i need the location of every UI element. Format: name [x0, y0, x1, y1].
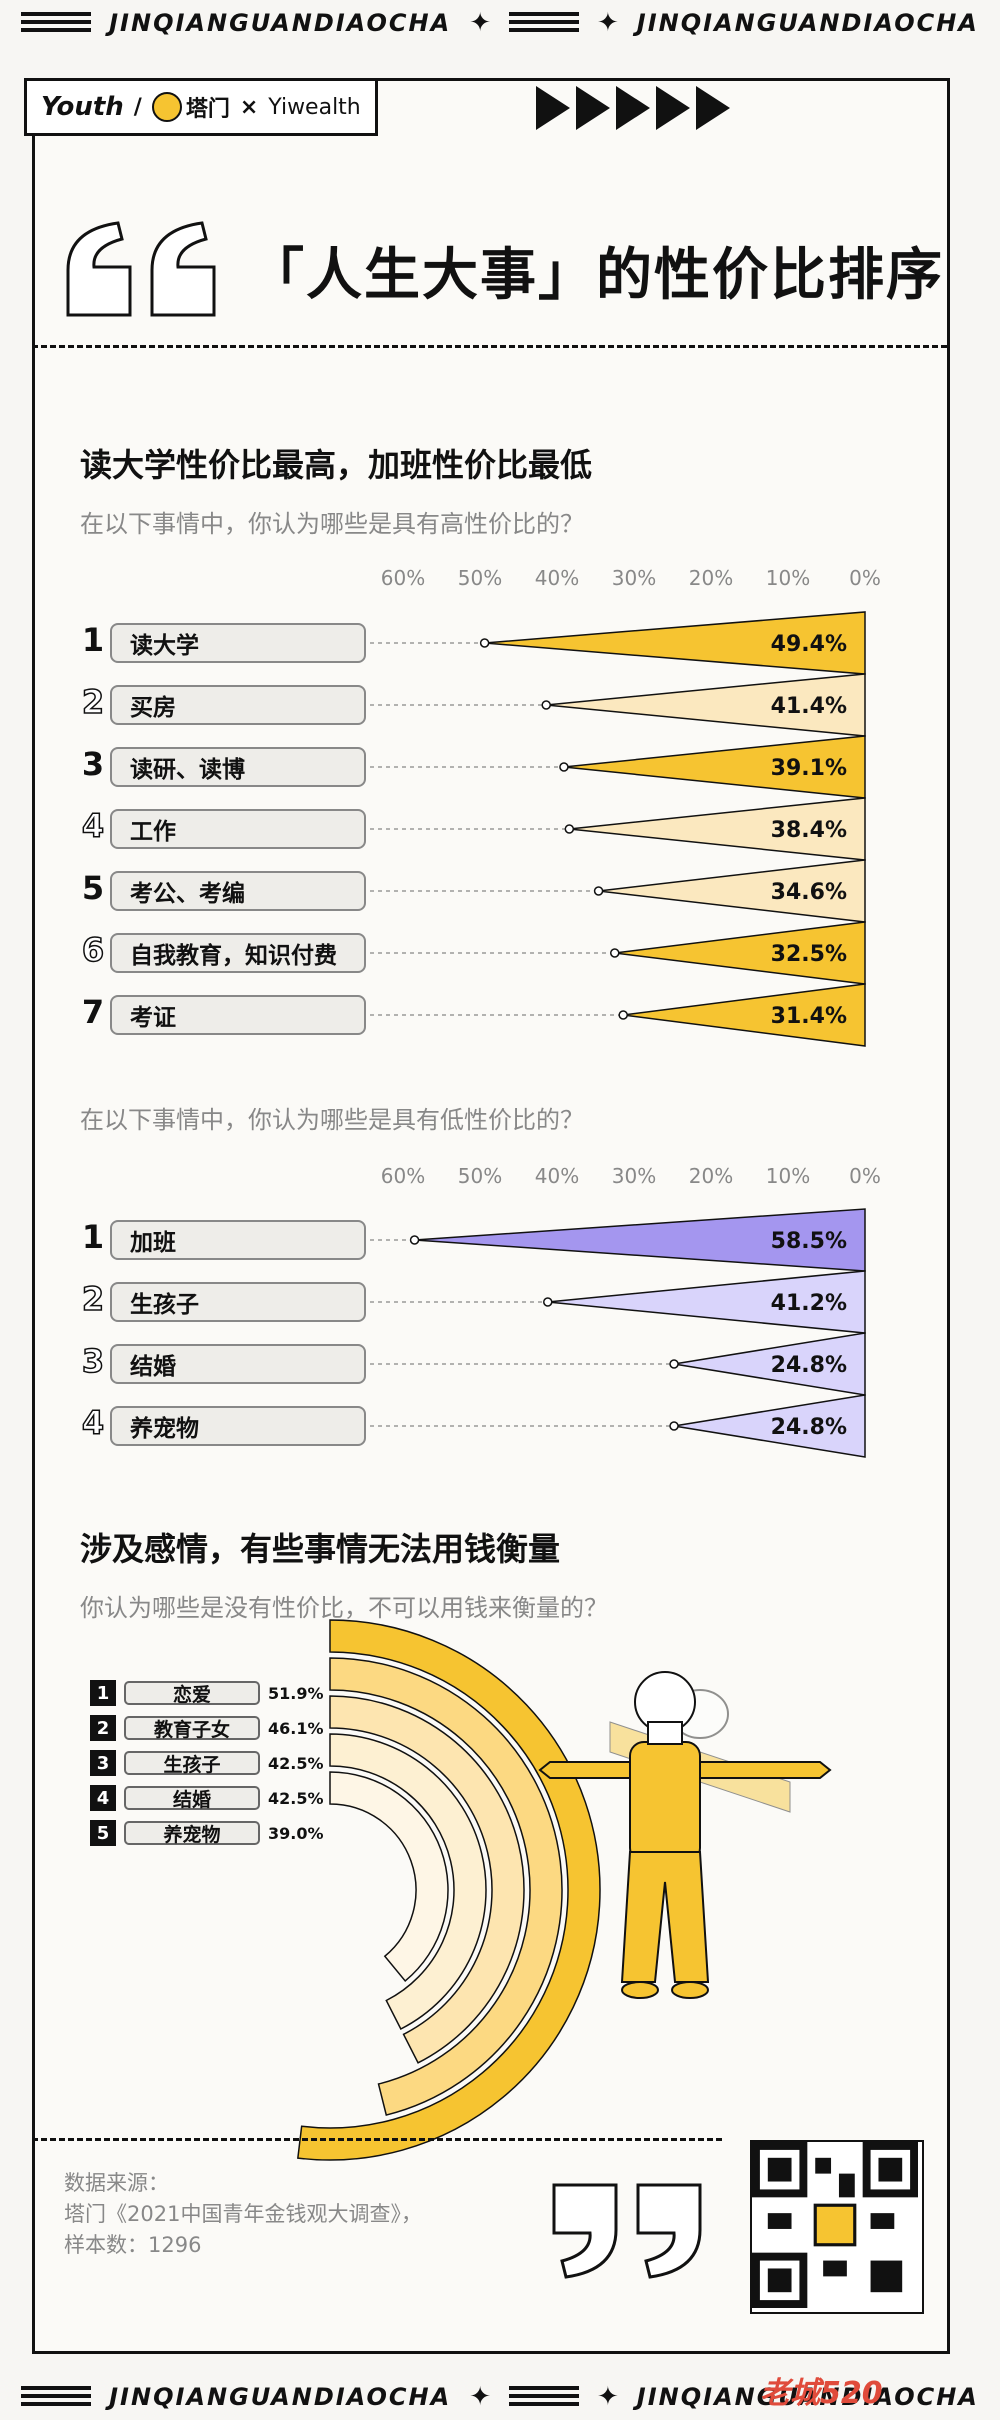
legend-rank: 5	[90, 1820, 116, 1846]
close-quote-icon	[552, 2183, 702, 2279]
axis-tick-label: 40%	[534, 1164, 580, 1188]
source-label: 数据来源：	[64, 2171, 169, 2195]
banner-text-right: JINQIANGUANDIAOCHA	[636, 9, 979, 37]
bottom-banner: JINQIANGUANDIAOCHA ✦ ✦ JINQIANGUANDIAOCH…	[0, 2374, 1000, 2420]
open-quote-icon	[66, 221, 216, 317]
legend-item: 3 生孩子 42.5%	[90, 1750, 328, 1776]
banner-text-left: JINQIANGUANDIAOCHA	[109, 2383, 452, 2411]
ta-men-logo: 塔门	[151, 91, 230, 123]
axis-tick-label: 0%	[849, 1164, 881, 1188]
stripes-decoration	[21, 12, 92, 34]
youth-logo: Youth	[41, 92, 124, 122]
axis-tick-label: 60%	[380, 1164, 426, 1188]
stripes-decoration	[509, 12, 579, 34]
axis-tick-label: 50%	[457, 1164, 503, 1188]
qr-code[interactable]	[750, 2140, 924, 2314]
times-sign: ×	[239, 94, 259, 120]
section1-heading: 读大学性价比最高，加班性价比最低	[80, 446, 593, 484]
qr-code-pattern	[752, 2142, 918, 2308]
banner-text-left: JINQIANGUANDIAOCHA	[109, 9, 452, 37]
category-pill: 考公、考编	[110, 871, 366, 911]
legend-value: 51.9%	[268, 1683, 324, 1703]
category-pill: 加班	[110, 1220, 366, 1260]
legend-value: 46.1%	[268, 1718, 324, 1738]
source-line2: 样本数：1296	[64, 2233, 202, 2257]
legend-value: 39.0%	[268, 1823, 324, 1843]
legend-label: 教育子女	[124, 1716, 260, 1741]
axis-tick-label: 30%	[611, 1164, 657, 1188]
top-banner: JINQIANGUANDIAOCHA ✦ ✦ JINQIANGUANDIAOCH…	[0, 0, 1000, 46]
rank-number: 3	[81, 745, 105, 783]
ta-men-icon	[151, 92, 182, 122]
legend-value: 42.5%	[268, 1788, 324, 1808]
category-pill: 生孩子	[110, 1282, 366, 1322]
axis-tick-label: 10%	[765, 1164, 811, 1188]
site-watermark: 老城520	[760, 2376, 883, 2411]
axis-tick-label: 0%	[849, 566, 881, 590]
axis-tick-label: 20%	[688, 1164, 734, 1188]
footer-divider	[32, 2138, 722, 2141]
axis-tick-label: 10%	[765, 566, 811, 590]
divider-slash: /	[133, 94, 142, 120]
category-pill: 读研、读博	[110, 747, 366, 787]
rank-number: 1	[81, 1218, 105, 1256]
arrow-decoration	[536, 86, 730, 130]
rank-number: 4	[81, 806, 105, 846]
stripes-decoration	[21, 2386, 92, 2408]
rank-number: 3	[81, 1341, 105, 1381]
rank-number: 5	[81, 869, 105, 907]
legend-label: 生孩子	[124, 1751, 260, 1776]
brand-logos: Youth / 塔门 × Yiwealth	[24, 78, 378, 136]
sparkle-icon: ✦	[597, 2382, 619, 2412]
banner-text-right: JINQIANGUANDIAOCHA	[636, 2383, 979, 2411]
legend-rank: 2	[90, 1715, 116, 1741]
category-pill: 读大学	[110, 623, 366, 663]
category-pill: 结婚	[110, 1344, 366, 1384]
data-source: 数据来源： 塔门《2021中国青年金钱观大调查》， 样本数：1296	[64, 2168, 422, 2261]
page-title: 「人生大事」的性价比排序	[248, 243, 944, 308]
high-question: 在以下事情中，你认为哪些是具有高性价比的？	[80, 510, 584, 538]
legend-rank: 4	[90, 1785, 116, 1811]
rank-number: 4	[81, 1403, 105, 1443]
legend-item: 5 养宠物 39.0%	[90, 1820, 328, 1846]
low-question: 在以下事情中，你认为哪些是具有低性价比的？	[80, 1106, 584, 1134]
category-pill: 养宠物	[110, 1406, 366, 1446]
rank-number: 6	[81, 930, 105, 970]
category-pill: 考证	[110, 995, 366, 1035]
legend-value: 42.5%	[268, 1753, 324, 1773]
sparkle-icon: ✦	[469, 2382, 491, 2412]
legend-item: 2 教育子女 46.1%	[90, 1715, 328, 1741]
rank-number: 1	[81, 621, 105, 659]
legend-label: 恋爱	[124, 1681, 260, 1706]
section2-heading: 涉及感情，有些事情无法用钱衡量	[80, 1530, 561, 1568]
emotion-question: 你认为哪些是没有性价比，不可以用钱来衡量的？	[80, 1594, 608, 1622]
category-pill: 工作	[110, 809, 366, 849]
rank-number: 7	[81, 993, 105, 1031]
category-pill: 自我教育，知识付费	[110, 933, 366, 973]
axis-tick-label: 30%	[611, 566, 657, 590]
legend-item: 1 恋爱 51.9%	[90, 1680, 328, 1706]
yiwealth-logo: Yiwealth	[268, 94, 361, 120]
rank-number: 2	[81, 682, 105, 722]
sparkle-icon: ✦	[469, 8, 491, 38]
sparkle-icon: ✦	[597, 8, 619, 38]
source-line1: 塔门《2021中国青年金钱观大调查》，	[64, 2202, 422, 2226]
legend-rank: 1	[90, 1680, 116, 1706]
dashed-divider	[32, 345, 947, 348]
axis-tick-label: 50%	[457, 566, 503, 590]
ta-men-text: 塔门	[185, 97, 230, 122]
axis-tick-label: 60%	[380, 566, 426, 590]
legend-rank: 3	[90, 1750, 116, 1776]
figure-illustration	[538, 1671, 832, 1999]
legend-item: 4 结婚 42.5%	[90, 1785, 328, 1811]
stripes-decoration	[509, 2386, 579, 2408]
category-pill: 买房	[110, 685, 366, 725]
rank-number: 2	[81, 1279, 105, 1319]
axis-tick-label: 20%	[688, 566, 734, 590]
legend-label: 结婚	[124, 1786, 260, 1811]
legend-label: 养宠物	[124, 1821, 260, 1846]
axis-tick-label: 40%	[534, 566, 580, 590]
